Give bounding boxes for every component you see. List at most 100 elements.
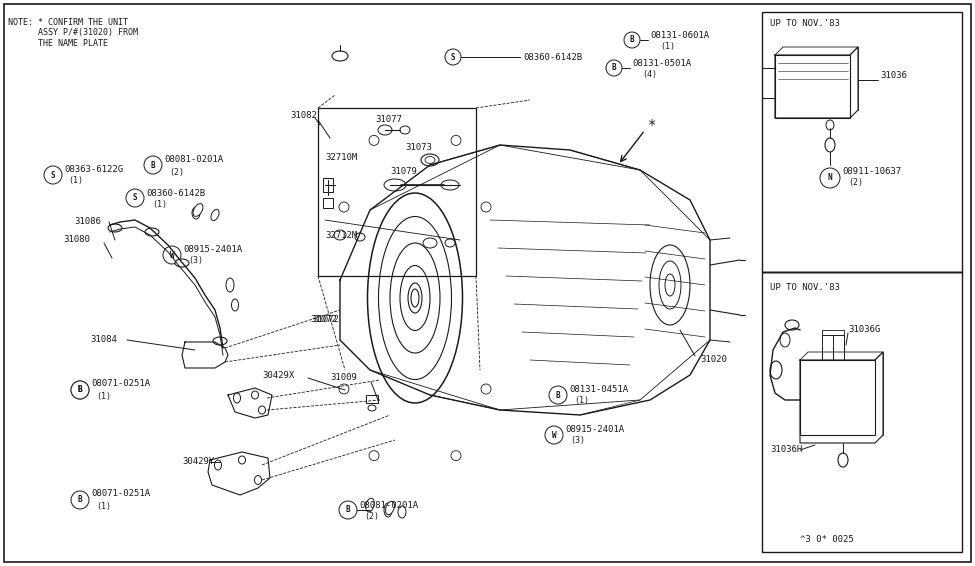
Ellipse shape (384, 179, 406, 191)
Text: 32712M: 32712M (325, 230, 357, 239)
Text: 31020: 31020 (700, 355, 727, 365)
Circle shape (624, 32, 640, 48)
Text: B: B (78, 385, 82, 395)
Text: NOTE: * CONFIRM THE UNIT
      ASSY P/#(31020) FROM
      THE NAME PLATE: NOTE: * CONFIRM THE UNIT ASSY P/#(31020)… (8, 18, 138, 48)
Text: (1): (1) (152, 200, 167, 209)
Text: B: B (78, 495, 82, 504)
Text: 31073: 31073 (405, 144, 432, 152)
Text: 08131-0501A: 08131-0501A (632, 58, 691, 67)
Circle shape (44, 166, 62, 184)
Ellipse shape (334, 230, 346, 240)
Text: 31072: 31072 (310, 315, 337, 324)
Text: (3): (3) (188, 256, 203, 265)
Text: 08363-6122G: 08363-6122G (64, 165, 123, 174)
Ellipse shape (239, 456, 246, 464)
Text: ^3 0* 0025: ^3 0* 0025 (800, 535, 854, 544)
Bar (762, 68, 775, 98)
Text: 08360-6142B: 08360-6142B (146, 188, 205, 198)
Ellipse shape (378, 125, 392, 135)
Bar (323, 198, 333, 208)
Ellipse shape (214, 460, 221, 470)
Ellipse shape (421, 154, 439, 166)
Ellipse shape (390, 243, 440, 353)
Circle shape (545, 426, 563, 444)
Ellipse shape (226, 278, 234, 292)
Text: 08081-0201A: 08081-0201A (164, 156, 223, 165)
Ellipse shape (441, 180, 459, 190)
Text: 31079: 31079 (390, 168, 417, 177)
Circle shape (606, 60, 622, 76)
Text: B: B (611, 63, 616, 72)
Ellipse shape (659, 261, 681, 309)
Text: (4): (4) (642, 71, 657, 79)
Ellipse shape (252, 391, 258, 399)
Ellipse shape (665, 274, 675, 296)
Circle shape (481, 384, 491, 394)
Ellipse shape (825, 138, 835, 152)
Ellipse shape (355, 233, 365, 241)
Text: 30429Y: 30429Y (182, 457, 214, 466)
Text: 31077: 31077 (375, 115, 402, 125)
Text: 08915-2401A: 08915-2401A (183, 245, 242, 254)
Ellipse shape (175, 259, 189, 267)
Ellipse shape (213, 337, 227, 345)
Text: (2): (2) (169, 168, 184, 177)
Circle shape (339, 384, 349, 394)
Ellipse shape (423, 238, 437, 248)
Ellipse shape (254, 475, 261, 484)
Bar (822, 335, 844, 360)
Circle shape (451, 451, 461, 461)
Text: (3): (3) (570, 436, 585, 445)
Ellipse shape (838, 453, 848, 467)
Bar (366, 395, 378, 403)
Text: (1): (1) (574, 397, 589, 405)
Circle shape (369, 135, 379, 145)
Bar (318, 108, 476, 276)
Text: 30429X: 30429X (262, 371, 294, 379)
Ellipse shape (826, 120, 834, 130)
Text: W: W (170, 251, 175, 259)
Circle shape (549, 386, 567, 404)
Text: B: B (346, 505, 350, 514)
Ellipse shape (192, 207, 200, 219)
Text: 08081-0201A: 08081-0201A (359, 500, 418, 509)
Text: S: S (133, 194, 137, 203)
Text: 31036H: 31036H (770, 445, 802, 454)
Ellipse shape (193, 204, 203, 216)
Ellipse shape (258, 406, 265, 414)
Text: (1): (1) (660, 41, 675, 50)
Text: 32710M: 32710M (325, 153, 357, 162)
Text: 08360-6142B: 08360-6142B (523, 53, 582, 62)
Text: S: S (450, 53, 455, 62)
Text: B: B (78, 385, 82, 395)
Text: (2): (2) (364, 512, 379, 521)
Text: (2): (2) (848, 178, 863, 187)
Ellipse shape (368, 193, 462, 403)
Text: UP TO NOV.'83: UP TO NOV.'83 (770, 19, 839, 28)
Circle shape (71, 381, 89, 399)
Text: *: * (648, 118, 656, 132)
Text: W: W (552, 431, 557, 440)
Ellipse shape (108, 224, 122, 232)
Bar (762, 12, 962, 272)
Ellipse shape (233, 393, 241, 403)
Ellipse shape (398, 506, 406, 518)
Circle shape (71, 381, 89, 399)
Text: N: N (828, 174, 833, 182)
Ellipse shape (378, 217, 451, 379)
Bar (762, 272, 962, 552)
Text: 31080: 31080 (63, 235, 90, 245)
Text: 08071-0251A: 08071-0251A (91, 490, 150, 499)
Text: B: B (556, 391, 561, 400)
Text: UP TO NOV.'83: UP TO NOV.'83 (770, 284, 839, 293)
Ellipse shape (411, 289, 419, 307)
Bar (323, 178, 333, 192)
Circle shape (481, 202, 491, 212)
Ellipse shape (145, 228, 159, 236)
Text: 08131-0451A: 08131-0451A (569, 384, 628, 393)
Ellipse shape (211, 209, 219, 221)
Circle shape (820, 168, 840, 188)
Text: 08911-10637: 08911-10637 (842, 168, 901, 177)
Text: 31084: 31084 (90, 336, 117, 345)
Text: 08915-2401A: 08915-2401A (565, 424, 624, 434)
